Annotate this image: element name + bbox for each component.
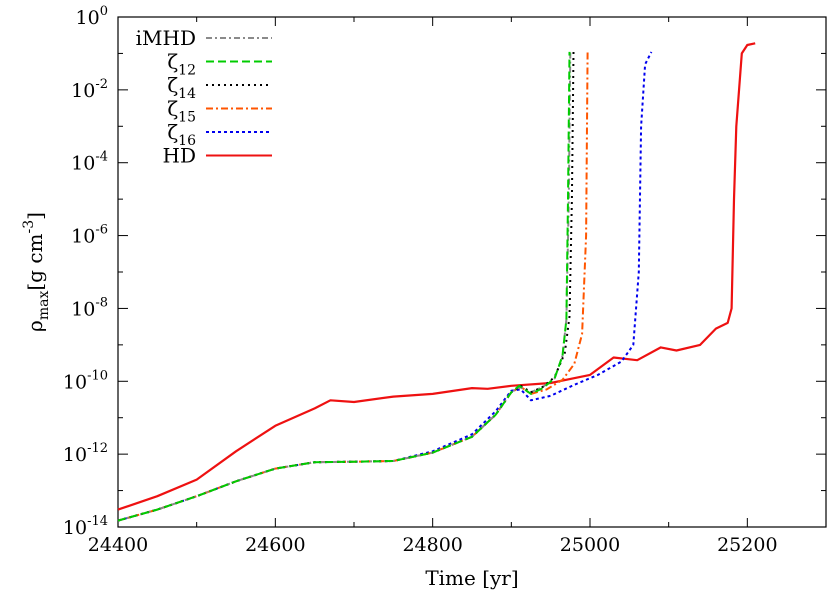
- y-axis-title-main: [g cm: [23, 233, 47, 290]
- y-tick-base: 10: [71, 226, 95, 248]
- legend-label: ζ16: [167, 120, 196, 149]
- y-tick-base: 10: [71, 80, 95, 102]
- legend-label: ζ14: [167, 73, 196, 102]
- y-tick-label: 10-4: [71, 150, 108, 175]
- y-tick-exp: -12: [87, 441, 108, 456]
- y-tick-base: 10: [76, 7, 100, 29]
- y-tick-label: 10-12: [63, 441, 108, 466]
- y-axis-title-end: ]: [23, 212, 47, 220]
- legend-label-name: ζ: [167, 50, 178, 74]
- series-line: [117, 51, 572, 522]
- y-tick-exp: -4: [95, 150, 108, 165]
- y-tick-label: 100: [76, 4, 108, 29]
- y-tick-label: 10-2: [71, 77, 108, 102]
- x-tick-labels: 24400 24600 24800 25000 25200: [88, 534, 778, 556]
- legend-label: ζ15: [167, 97, 196, 126]
- legend-label-sub: 16: [178, 133, 196, 149]
- y-tick-label: 10-10: [63, 368, 108, 393]
- x-tick-label: 24600: [245, 534, 305, 556]
- legend-label-sub: 14: [178, 86, 196, 102]
- legend-label-name: ζ: [167, 120, 178, 144]
- x-axis-title: Time [yr]: [425, 566, 518, 590]
- y-tick-label: 10-14: [63, 514, 108, 539]
- y-tick-label: 10-6: [71, 223, 108, 248]
- series-line: [117, 51, 571, 522]
- y-tick-base: 10: [63, 444, 87, 466]
- legend-label-sub: 12: [178, 63, 196, 79]
- x-tick-label: 25000: [560, 534, 620, 556]
- y-tick-base: 10: [63, 371, 87, 393]
- y-tick-exp: -6: [95, 223, 108, 238]
- y-tick-exp: -2: [95, 77, 108, 92]
- legend-label-name: ζ: [167, 97, 178, 121]
- y-axis-title-sub: max: [36, 291, 52, 321]
- legend-label-sub: 15: [178, 110, 196, 126]
- y-tick-exp: -10: [87, 368, 108, 383]
- plot-frame: [117, 16, 827, 528]
- y-tick-base: 10: [63, 517, 87, 539]
- y-tick-exp: -14: [87, 514, 108, 529]
- y-tick-base: 10: [71, 298, 95, 320]
- legend-label-name: iMHD: [136, 26, 196, 50]
- y-tick-exp: 0: [100, 4, 108, 19]
- legend-label-name: HD: [163, 144, 196, 168]
- y-axis-title-sup: -3: [21, 220, 37, 234]
- series-lines: [117, 42, 756, 522]
- y-tick-exp: -8: [95, 295, 108, 310]
- y-tick-base: 10: [71, 153, 95, 175]
- series-line: [117, 42, 756, 511]
- legend-label-name: ζ: [167, 73, 178, 97]
- series-line: [117, 51, 653, 522]
- x-tick-label: 25200: [717, 534, 777, 556]
- y-tick-label: 10-8: [71, 295, 108, 320]
- y-axis-title-base: ρ: [23, 320, 47, 332]
- legend-label: ζ12: [167, 50, 196, 79]
- legend-label: HD: [163, 144, 196, 168]
- tick-marks: [117, 16, 826, 528]
- y-axis-title: ρmax[g cm-3]: [21, 212, 52, 332]
- legend-label: iMHD: [136, 26, 196, 50]
- x-tick-label: 24400: [88, 534, 148, 556]
- x-tick-label: 24800: [402, 534, 462, 556]
